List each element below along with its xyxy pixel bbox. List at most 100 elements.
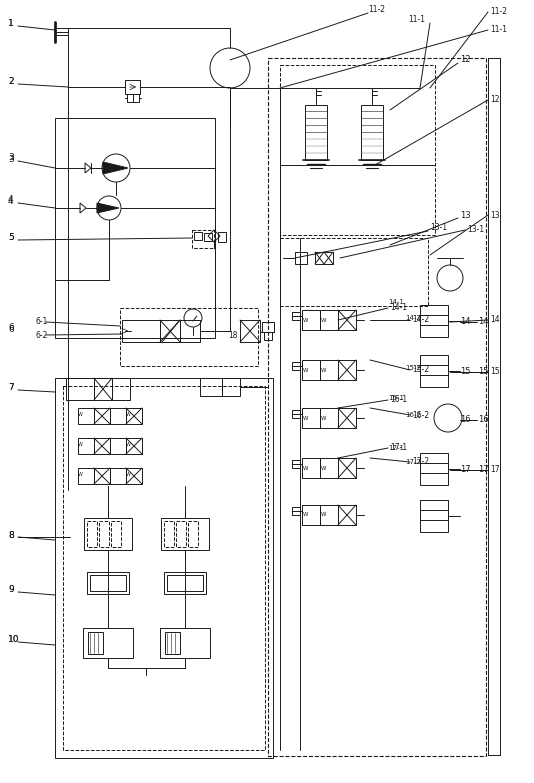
Text: 5: 5 (8, 233, 14, 243)
Polygon shape (103, 162, 128, 174)
Text: 17-2: 17-2 (412, 457, 429, 467)
Text: 9: 9 (8, 586, 14, 594)
Bar (127, 94, 139, 102)
Bar (292, 507, 300, 515)
Bar (164, 521, 174, 547)
Bar (204, 233, 212, 241)
Text: 17: 17 (460, 466, 470, 474)
Bar (262, 322, 274, 332)
Bar (302, 458, 320, 478)
Bar (200, 378, 222, 396)
Bar (420, 315, 448, 325)
Text: 11-1: 11-1 (490, 26, 507, 34)
Bar (302, 408, 320, 428)
Bar (78, 468, 94, 484)
Bar (361, 105, 383, 160)
Text: 17-1: 17-1 (390, 443, 407, 453)
Bar (122, 320, 160, 342)
Text: W: W (321, 466, 326, 471)
Bar (164, 572, 206, 594)
Bar (94, 468, 110, 484)
Bar (126, 468, 142, 484)
Bar (292, 410, 300, 418)
Text: 16-1: 16-1 (390, 395, 407, 405)
Text: 15-2: 15-2 (405, 365, 421, 371)
Bar (94, 408, 110, 424)
Text: W: W (78, 442, 83, 448)
Bar (320, 408, 338, 428)
Bar (94, 378, 112, 400)
Text: 4: 4 (8, 196, 14, 204)
Bar (55, 118, 215, 338)
Bar (55, 378, 273, 758)
Text: 11-1: 11-1 (408, 16, 425, 24)
Bar (338, 458, 356, 478)
Text: W: W (303, 513, 309, 518)
Bar (338, 360, 356, 380)
Text: 9: 9 (8, 586, 14, 594)
Bar (161, 518, 209, 550)
Bar (420, 453, 448, 485)
Polygon shape (97, 203, 119, 213)
Text: 5: 5 (8, 233, 14, 243)
Text: 15: 15 (478, 367, 489, 377)
Bar (99, 521, 109, 547)
Text: 14-1: 14-1 (390, 304, 407, 312)
Text: W: W (126, 472, 131, 478)
Bar (165, 632, 180, 654)
Bar (78, 408, 94, 424)
Bar (420, 355, 448, 387)
Bar (280, 65, 435, 235)
Bar (320, 360, 338, 380)
Text: 13: 13 (460, 211, 470, 219)
Text: 16: 16 (460, 416, 470, 424)
Bar (84, 518, 132, 550)
Bar (125, 80, 140, 94)
Bar (87, 521, 97, 547)
Bar (292, 460, 300, 468)
Text: 2: 2 (8, 78, 14, 86)
Bar (194, 232, 202, 240)
Bar (320, 310, 338, 330)
Text: W: W (78, 472, 83, 478)
Text: 14: 14 (490, 316, 500, 324)
Text: W: W (78, 413, 83, 417)
Bar (120, 308, 258, 366)
Bar (320, 505, 338, 525)
Bar (66, 378, 94, 400)
Bar (111, 521, 121, 547)
Bar (94, 438, 110, 454)
Bar (180, 320, 200, 342)
Bar (126, 438, 142, 454)
Bar (420, 500, 448, 532)
Text: 14: 14 (460, 317, 470, 327)
Text: 3: 3 (8, 153, 14, 163)
Bar (420, 463, 448, 473)
Bar (188, 521, 198, 547)
Text: 13: 13 (490, 211, 500, 219)
Text: 11-2: 11-2 (490, 8, 507, 16)
Bar (110, 438, 126, 454)
Bar (302, 360, 320, 380)
Text: 1: 1 (8, 20, 14, 28)
Text: 12: 12 (460, 56, 470, 64)
Text: W: W (303, 466, 309, 471)
Text: W: W (303, 416, 309, 420)
Text: 14-2: 14-2 (412, 316, 429, 324)
Bar (110, 408, 126, 424)
Bar (420, 305, 448, 337)
Bar (126, 408, 142, 424)
Text: 3: 3 (8, 156, 14, 164)
Text: 2: 2 (8, 78, 14, 86)
Text: 1: 1 (8, 20, 14, 28)
Text: 6: 6 (8, 326, 14, 334)
Bar (420, 365, 448, 375)
Text: 15-2: 15-2 (412, 366, 429, 374)
Text: 6-1: 6-1 (35, 317, 48, 327)
Bar (302, 310, 320, 330)
Bar (305, 105, 327, 160)
Bar (160, 628, 210, 658)
Text: 17: 17 (490, 466, 500, 474)
Text: 15: 15 (490, 367, 500, 377)
Bar (420, 510, 448, 520)
